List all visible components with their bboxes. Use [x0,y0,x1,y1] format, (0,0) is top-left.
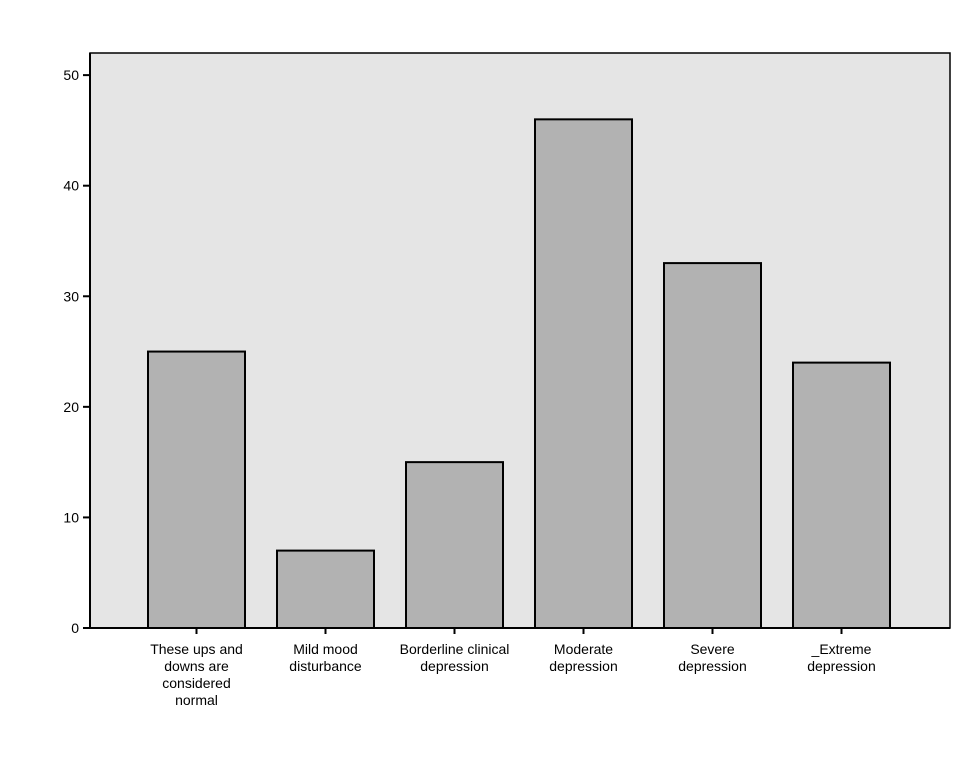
y-tick-label: 30 [63,288,79,304]
y-axis: 0 10 20 30 40 50 [63,53,91,636]
y-tick-label: 20 [63,399,79,415]
x-category-label-4: Moderate depression [549,641,618,674]
x-axis: These ups and downs are considered normal Mi… [90,627,950,708]
bars-group [147,118,891,629]
bar-6 [792,361,891,629]
bar-2 [276,549,375,629]
x-category-label-5: Severe depression [678,641,747,674]
bar-3 [405,461,504,629]
bar-1 [147,350,246,629]
x-category-label-6: _Extreme depression [807,641,876,674]
x-category-label-3: Borderline clinical depression [400,641,510,674]
x-category-label-1: These ups and downs are considered normal [150,641,243,708]
y-tick-label: 50 [63,67,79,83]
bar-4 [534,118,633,629]
bar-5 [663,262,762,629]
y-tick-label: 0 [71,620,79,636]
y-tick-label: 10 [63,509,79,525]
x-category-label-2: Mild mood disturbance [289,641,362,674]
y-tick-label: 40 [63,178,79,194]
